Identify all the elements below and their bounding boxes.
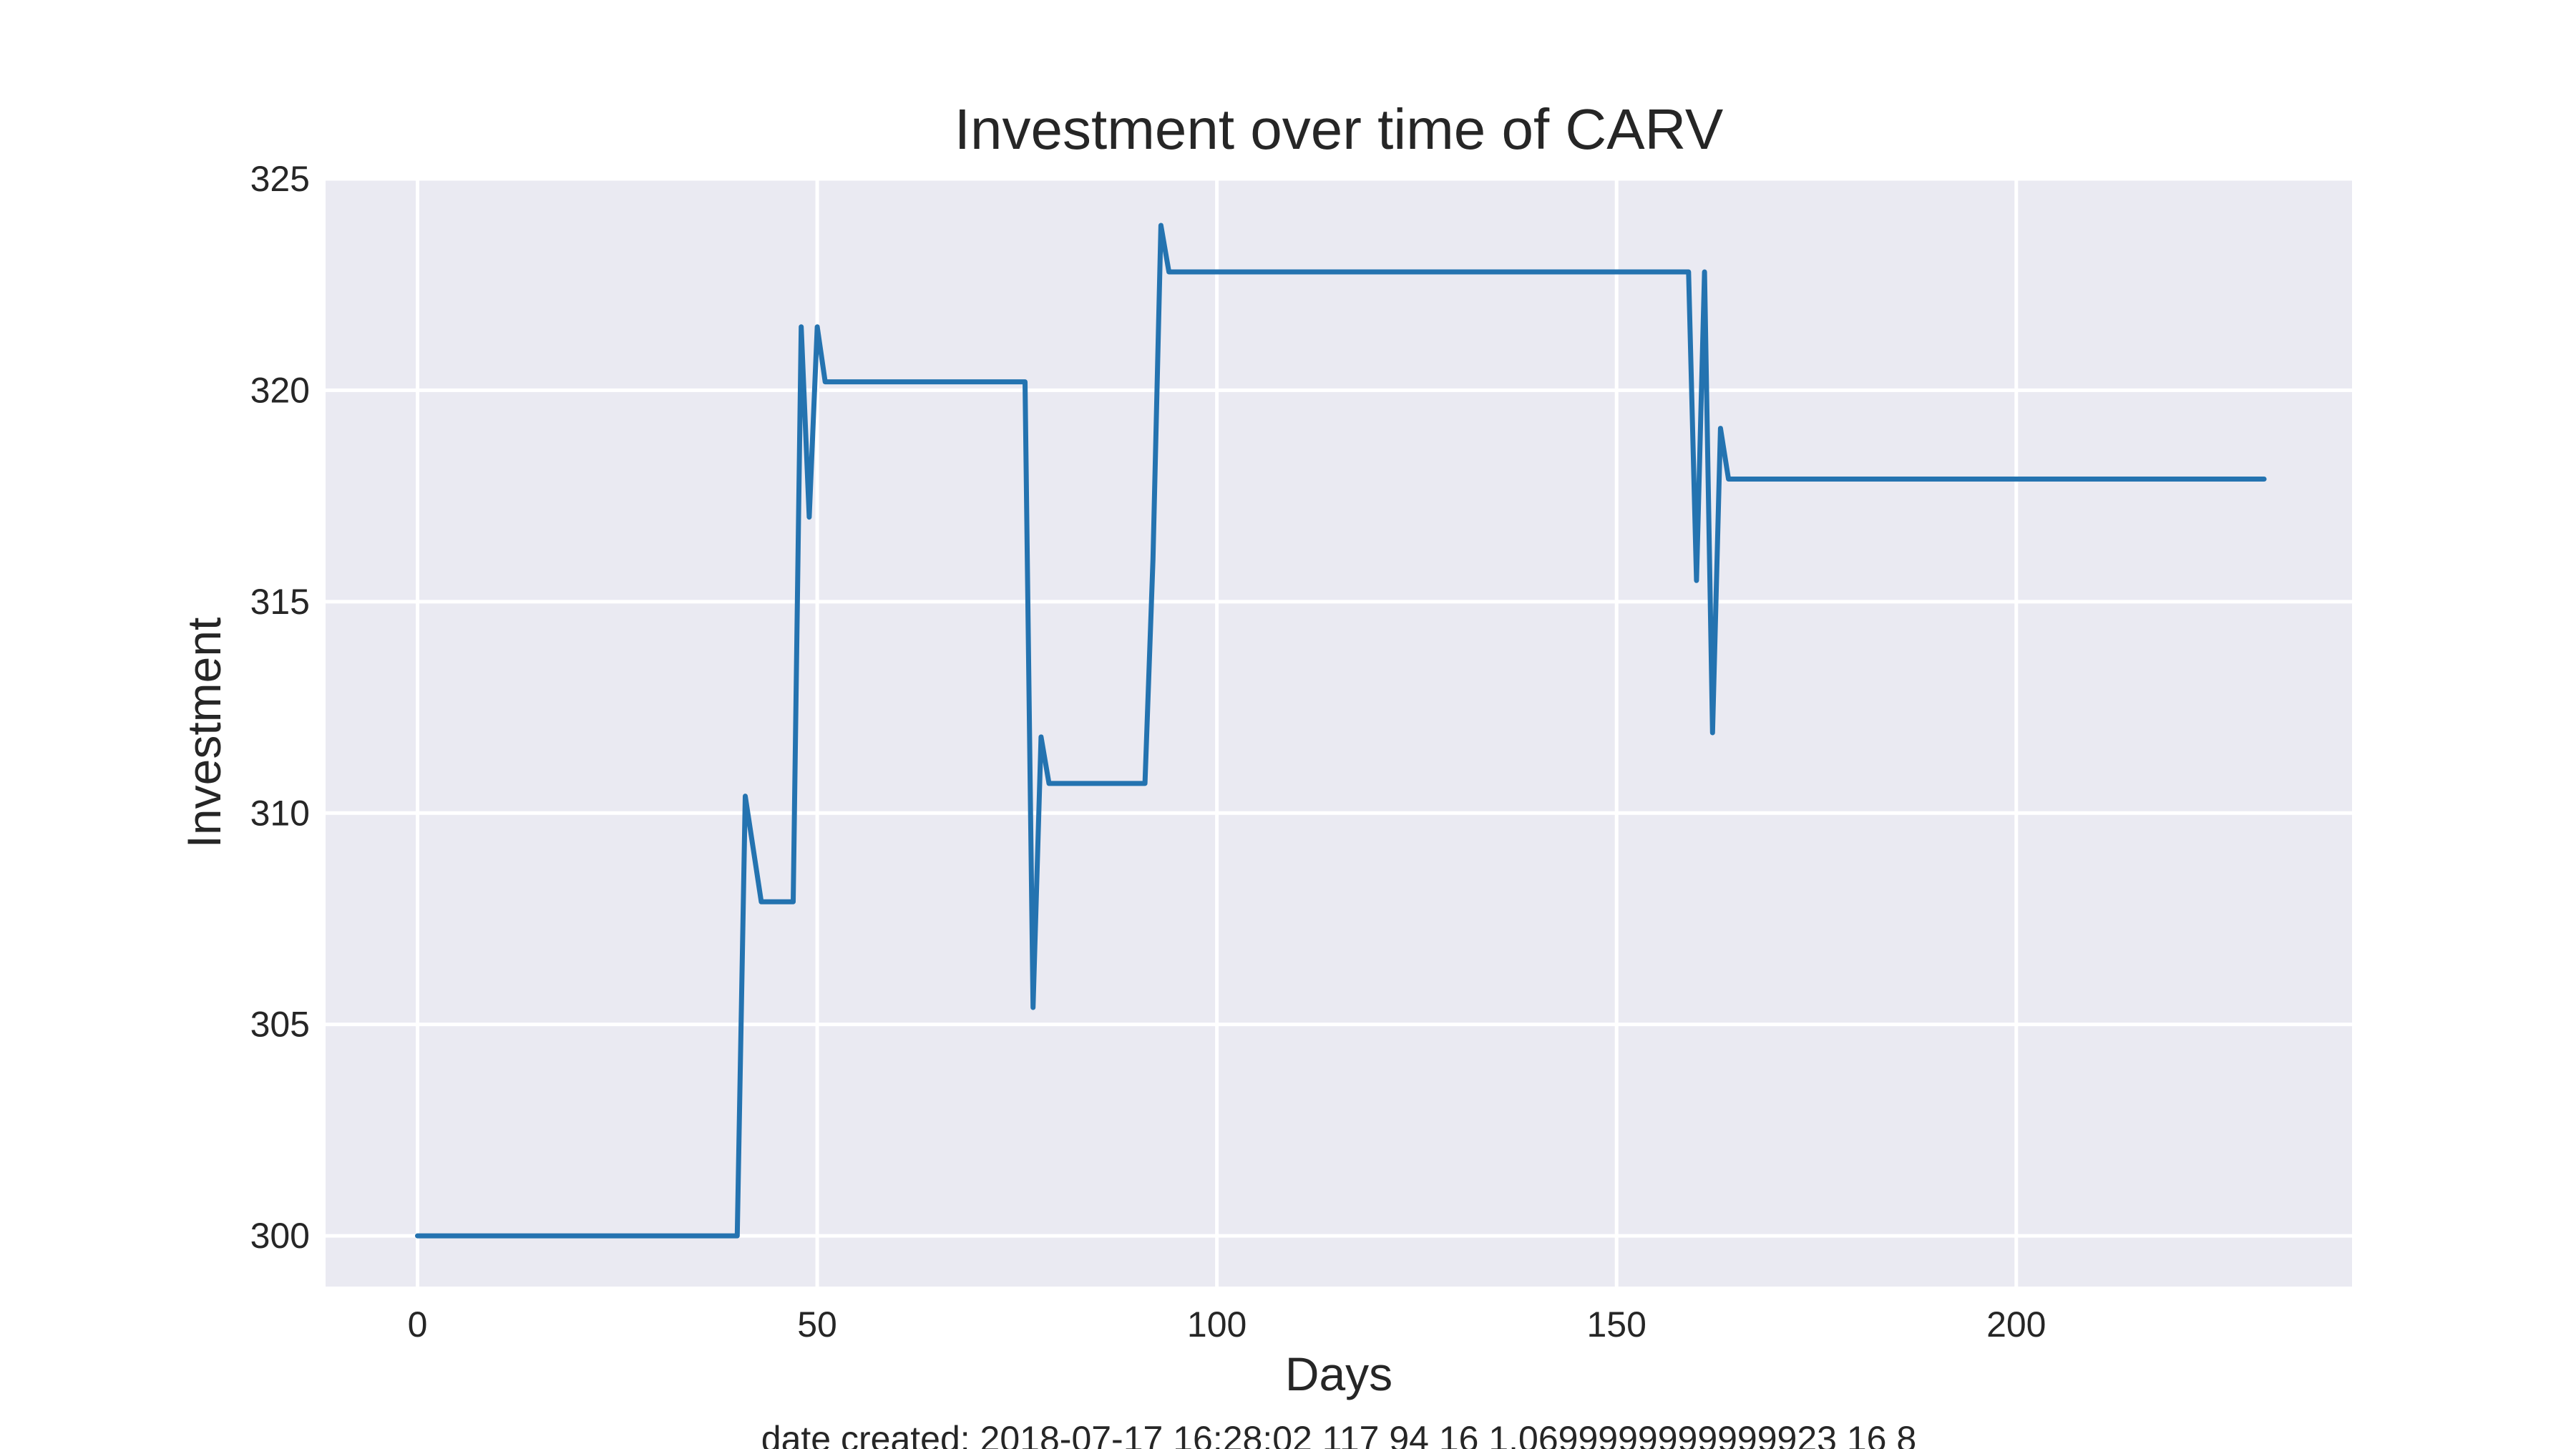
x-gridlines — [415, 179, 2019, 1287]
x-tick-label: 0 — [408, 1304, 428, 1345]
y-tick-label: 325 — [250, 159, 310, 199]
x-tick-label: 200 — [1986, 1304, 2046, 1345]
y-axis-label: Investment — [177, 618, 230, 849]
x-tick-label: 150 — [1586, 1304, 1646, 1345]
x-axis-label: Days — [1285, 1347, 1392, 1400]
y-tick-label: 310 — [250, 793, 310, 833]
y-tick-label: 320 — [250, 370, 310, 410]
chart-title: Investment over time of CARV — [955, 97, 1724, 161]
investment-series-line — [415, 223, 2267, 1239]
series-layer — [415, 223, 2267, 1239]
date-created-footnote: date created: 2018-07-17 16:28:02 117 94… — [761, 1419, 1916, 1449]
y-tick-label: 315 — [250, 582, 310, 622]
y-tick-label: 300 — [250, 1216, 310, 1256]
x-tick-label: 100 — [1187, 1304, 1246, 1345]
x-tick-labels: 0 50 100 150 200 — [408, 1304, 2046, 1345]
y-tick-label: 305 — [250, 1005, 310, 1045]
y-tick-labels: 300 305 310 315 320 325 — [250, 159, 310, 1256]
plot-background — [326, 179, 2352, 1287]
x-tick-label: 50 — [797, 1304, 837, 1345]
y-gridlines — [326, 177, 2352, 1238]
